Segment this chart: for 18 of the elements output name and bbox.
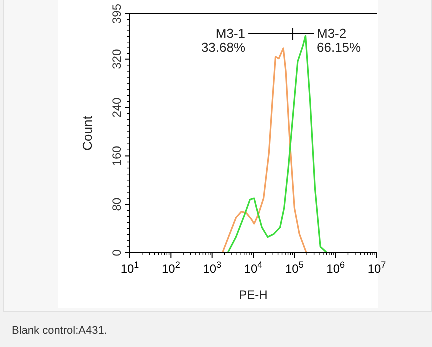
- x-axis-title: PE-H: [239, 288, 268, 302]
- y-tick-label: 160: [110, 146, 124, 166]
- y-tick-label: 80: [110, 198, 124, 212]
- y-tick-label: 0: [110, 249, 124, 256]
- annotation: M3-2 66.15%: [317, 26, 362, 55]
- y-tick-label: 320: [110, 49, 124, 70]
- y-tick-label: 395: [110, 4, 124, 24]
- x-tick-label: 10$^{3}$: [203, 260, 222, 276]
- annotation: M3-1 33.68%: [201, 26, 246, 55]
- y-axis-title: Count: [80, 116, 95, 151]
- x-tick-label: 10$^{4}$: [244, 260, 263, 276]
- x-tick-label: 10$^{5}$: [285, 260, 304, 276]
- x-tick-label: 10$^{6}$: [326, 260, 346, 276]
- text: Blank control:A431.: [12, 325, 108, 337]
- x-tick-label: 10$^{2}$: [162, 260, 180, 276]
- x-tick-label: 10$^{7}$: [368, 260, 386, 276]
- y-tick-label: 240: [110, 97, 124, 118]
- x-tick-label: 10$^{1}$: [120, 260, 140, 276]
